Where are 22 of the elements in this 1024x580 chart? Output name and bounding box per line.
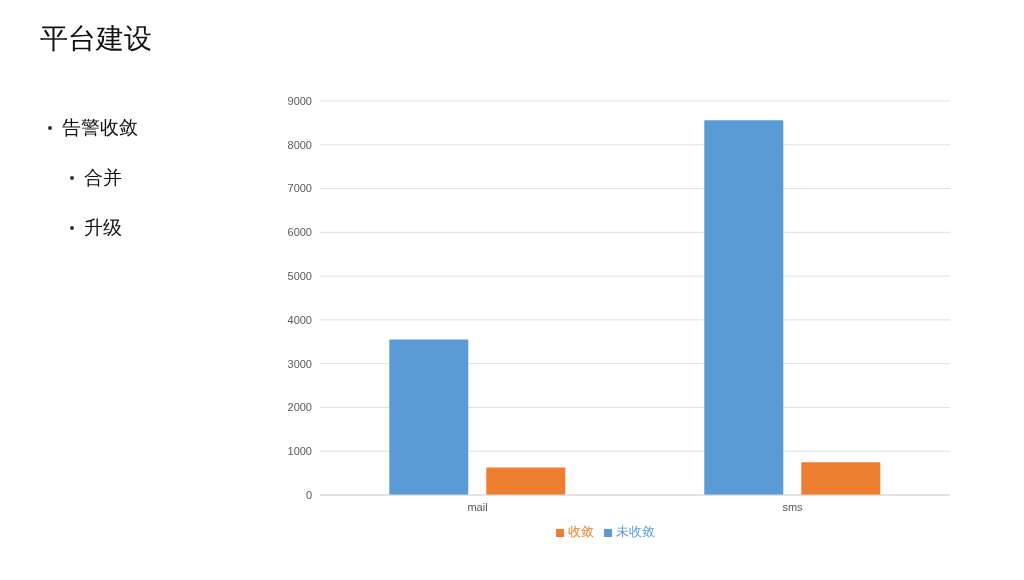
- bar: [801, 462, 881, 495]
- bar: [704, 120, 784, 495]
- y-tick-label: 1000: [287, 445, 312, 458]
- text: 升级: [84, 215, 122, 240]
- y-tick-label: 9000: [287, 94, 312, 107]
- y-tick-label: 2000: [287, 401, 312, 414]
- legend-label: 收敛: [567, 524, 594, 539]
- x-tick-label: mail: [467, 500, 488, 513]
- y-tick-label: 4000: [287, 313, 312, 326]
- y-tick-label: 6000: [287, 226, 312, 239]
- y-tick-label: 0: [305, 488, 312, 501]
- text: 告警收敛: [62, 115, 138, 140]
- y-tick-label: 5000: [287, 270, 312, 283]
- bar: [389, 339, 469, 495]
- y-tick-label: 7000: [287, 182, 312, 195]
- bar: [486, 467, 566, 495]
- text: 合并: [84, 165, 122, 190]
- y-tick-label: 8000: [287, 138, 312, 151]
- x-tick-label: sms: [782, 500, 804, 513]
- text: 平台建设: [40, 21, 152, 57]
- y-tick-label: 3000: [287, 357, 312, 370]
- legend-label: 未收敛: [615, 524, 655, 539]
